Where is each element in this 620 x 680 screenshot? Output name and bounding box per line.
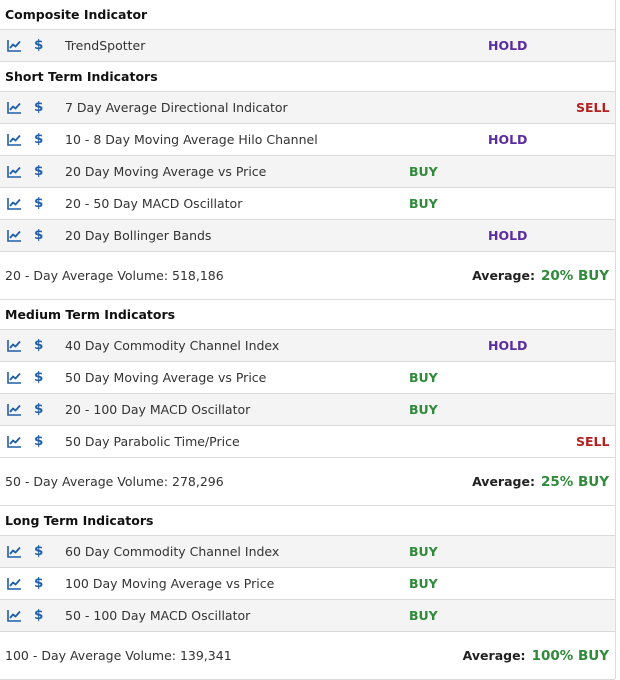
indicator-row: $20 Day Bollinger Bands HOLD [0,220,615,252]
signal-badge: BUY [409,608,438,623]
indicator-name: 50 Day Parabolic Time/Price [65,434,240,449]
line-chart-icon[interactable] [7,371,22,384]
average-opinion: Average: 25% BUY [472,458,609,506]
dollar-icon[interactable]: $ [34,37,44,53]
dollar-icon[interactable]: $ [34,227,44,243]
section-title: Medium Term Indicators [0,300,615,330]
indicator-row: $10 - 8 Day Moving Average Hilo Channel H… [0,124,615,156]
signal-badge: HOLD [488,38,528,53]
dollar-icon[interactable]: $ [34,543,44,559]
section-title: Composite Indicator [0,0,615,30]
indicator-row: $7 Day Average Directional Indicator SELL [0,92,615,124]
line-chart-icon[interactable] [7,545,22,558]
signal-badge: BUY [409,164,438,179]
indicator-row: $50 - 100 Day MACD Oscillator BUY [0,600,615,632]
line-chart-icon[interactable] [7,133,22,146]
line-chart-icon[interactable] [7,101,22,114]
line-chart-icon[interactable] [7,339,22,352]
indicator-row: $50 Day Moving Average vs Price BUY [0,362,615,394]
dollar-icon[interactable]: $ [34,401,44,417]
indicator-row: $20 - 50 Day MACD Oscillator BUY [0,188,615,220]
indicator-name: 10 - 8 Day Moving Average Hilo Channel [65,132,318,147]
indicator-name: 20 - 100 Day MACD Oscillator [65,402,251,417]
dollar-icon[interactable]: $ [34,607,44,623]
signal-badge: SELL [576,100,610,115]
indicator-row: $50 Day Parabolic Time/Price SELL [0,426,615,458]
line-chart-icon[interactable] [7,229,22,242]
average-label: Average: [472,474,535,489]
average-label: Average: [462,648,526,663]
dollar-icon[interactable]: $ [34,163,44,179]
line-chart-icon[interactable] [7,165,22,178]
signal-badge: BUY [409,576,438,591]
average-label: Average: [472,268,535,283]
indicator-row: $40 Day Commodity Channel Index HOLD [0,330,615,362]
line-chart-icon[interactable] [7,39,22,52]
average-value: 100% BUY [531,648,609,664]
signal-badge: HOLD [488,132,528,147]
indicator-row: $100 Day Moving Average vs Price BUY [0,568,615,600]
indicator-name: 20 Day Moving Average vs Price [65,164,267,179]
indicator-name: 50 Day Moving Average vs Price [65,370,267,385]
indicator-name: 7 Day Average Directional Indicator [65,100,288,115]
average-volume: 50 - Day Average Volume: 278,296 [5,474,224,489]
indicator-row: $20 - 100 Day MACD Oscillator BUY [0,394,615,426]
signal-badge: BUY [409,196,438,211]
indicator-row: $20 Day Moving Average vs Price BUY [0,156,615,188]
signal-badge: BUY [409,544,438,559]
signal-badge: HOLD [488,228,528,243]
section-summary: 50 - Day Average Volume: 278,296 Average:… [0,458,615,506]
line-chart-icon[interactable] [7,609,22,622]
dollar-icon[interactable]: $ [34,369,44,385]
indicator-name: 40 Day Commodity Channel Index [65,338,280,353]
average-volume: 20 - Day Average Volume: 518,186 [5,268,224,283]
indicator-name: 20 - 50 Day MACD Oscillator [65,196,243,211]
dollar-icon[interactable]: $ [34,131,44,147]
section-title: Long Term Indicators [0,506,615,536]
line-chart-icon[interactable] [7,403,22,416]
indicator-name: 100 Day Moving Average vs Price [65,576,275,591]
average-opinion: Average: 100% BUY [463,632,609,680]
line-chart-icon[interactable] [7,435,22,448]
signal-badge: BUY [409,370,438,385]
signal-badge: SELL [576,434,610,449]
signal-badge: BUY [409,402,438,417]
indicator-row: $ TrendSpotter HOLD [0,30,615,62]
section-title: Short Term Indicators [0,62,615,92]
indicator-name: 60 Day Commodity Channel Index [65,544,280,559]
dollar-icon[interactable]: $ [34,337,44,353]
line-chart-icon[interactable] [7,577,22,590]
average-value: 25% BUY [540,474,609,490]
signal-badge: HOLD [488,338,528,353]
average-volume: 100 - Day Average Volume: 139,341 [5,648,232,663]
indicator-name: 50 - 100 Day MACD Oscillator [65,608,251,623]
indicator-row: $60 Day Commodity Channel Index BUY [0,536,615,568]
indicator-name: TrendSpotter [65,38,146,53]
average-value: 20% BUY [540,268,609,284]
section-summary: 20 - Day Average Volume: 518,186 Average:… [0,252,615,300]
line-chart-icon[interactable] [7,197,22,210]
dollar-icon[interactable]: $ [34,99,44,115]
dollar-icon[interactable]: $ [34,575,44,591]
dollar-icon[interactable]: $ [34,195,44,211]
dollar-icon[interactable]: $ [34,433,44,449]
indicator-name: 20 Day Bollinger Bands [65,228,212,243]
average-opinion: Average: 20% BUY [472,252,609,300]
section-summary: 100 - Day Average Volume: 139,341 Average… [0,632,615,680]
